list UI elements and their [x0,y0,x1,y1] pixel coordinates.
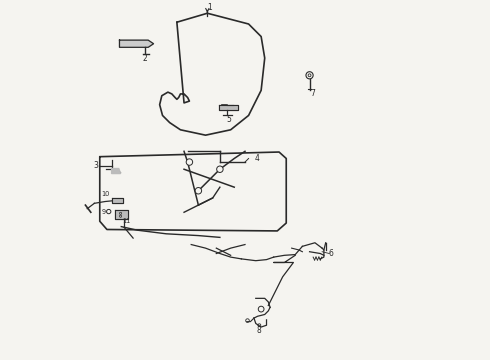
Polygon shape [120,40,153,47]
Text: 3: 3 [93,161,98,170]
Text: 5: 5 [226,114,231,123]
Text: 1: 1 [207,3,212,12]
Text: 8: 8 [257,326,262,335]
Circle shape [186,159,193,165]
Polygon shape [219,105,238,110]
Text: 2: 2 [142,54,147,63]
Circle shape [217,166,223,172]
Circle shape [195,188,201,194]
Polygon shape [112,198,123,203]
Text: 9: 9 [101,208,105,215]
Circle shape [308,74,311,77]
Polygon shape [112,168,121,174]
Text: 10: 10 [101,192,110,197]
Text: 4: 4 [255,154,260,163]
Text: 11: 11 [122,218,130,224]
Text: 7: 7 [311,89,316,98]
Text: 6: 6 [329,249,334,258]
Polygon shape [115,211,128,219]
